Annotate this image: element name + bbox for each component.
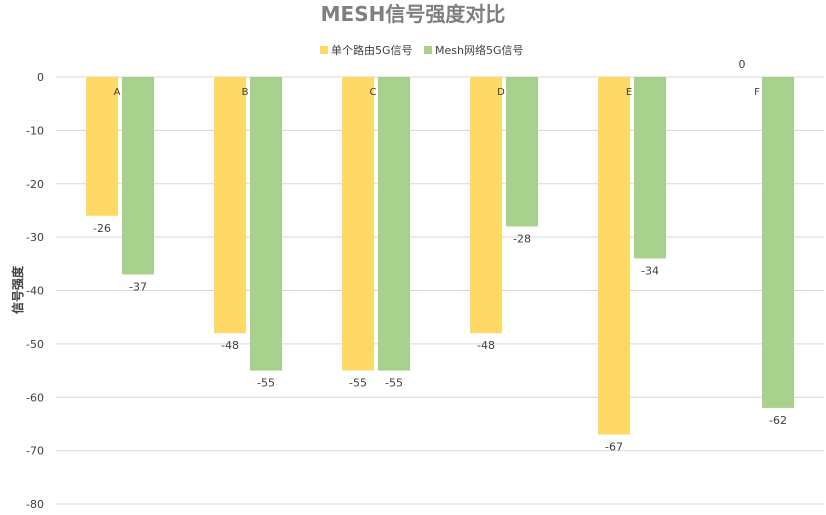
data-label: 0 [739, 58, 746, 71]
y-axis-label: 信号强度 [10, 265, 25, 314]
data-labels: A -26 -37 B -48 -55 C -55 -55 D -48 -28 E -67 -34 F 0 -62 [93, 58, 787, 454]
y-tick-label: 0 [37, 71, 44, 84]
y-tick-label: -80 [26, 498, 44, 511]
data-label: -55 [349, 377, 367, 390]
bar-mesh [506, 77, 538, 227]
bar-mesh [378, 77, 410, 371]
data-label: -48 [477, 339, 495, 352]
bar-mesh [250, 77, 282, 371]
y-tick-label: -30 [26, 231, 44, 244]
data-label: -48 [221, 339, 239, 352]
y-tick-label: -10 [26, 124, 44, 137]
data-label: -37 [129, 280, 147, 293]
bar-single-router [342, 77, 374, 371]
legend-label-series-2: Mesh网络5G信号 [435, 43, 523, 57]
x-category-label: E [626, 87, 632, 98]
data-label: -55 [385, 377, 403, 390]
bar-single-router [470, 77, 502, 334]
y-tick-label: -40 [26, 285, 44, 298]
x-category-label: A [114, 87, 121, 98]
y-tick-label: -50 [26, 338, 44, 351]
bar-single-router [214, 77, 246, 334]
y-tick-label: -70 [26, 445, 44, 458]
y-tick-label: -60 [26, 391, 44, 404]
gridlines: 0 -10 -20 -30 -40 -50 -60 -70 -80 [26, 71, 824, 511]
bars [86, 77, 794, 435]
data-label: -34 [641, 264, 659, 277]
bar-mesh [634, 77, 666, 259]
legend: 单个路由5G信号 Mesh网络5G信号 [320, 43, 523, 57]
x-category-label: B [242, 87, 249, 98]
data-label: -67 [605, 441, 623, 454]
x-category-label: F [754, 87, 760, 98]
x-category-label: C [370, 87, 377, 98]
data-label: -28 [513, 232, 531, 245]
bar-mesh [122, 77, 154, 275]
bar-single-router [598, 77, 630, 435]
legend-label-series-1: 单个路由5G信号 [331, 43, 413, 57]
data-label: -55 [257, 377, 275, 390]
x-category-label: D [497, 87, 505, 98]
chart-title: MESH信号强度对比 [321, 2, 506, 26]
data-label: -62 [769, 414, 787, 427]
y-tick-label: -20 [26, 178, 44, 191]
legend-swatch-series-1 [320, 46, 328, 54]
data-label: -26 [93, 222, 111, 235]
legend-swatch-series-2 [424, 46, 432, 54]
bar-single-router [86, 77, 118, 216]
bar-mesh [762, 77, 794, 408]
